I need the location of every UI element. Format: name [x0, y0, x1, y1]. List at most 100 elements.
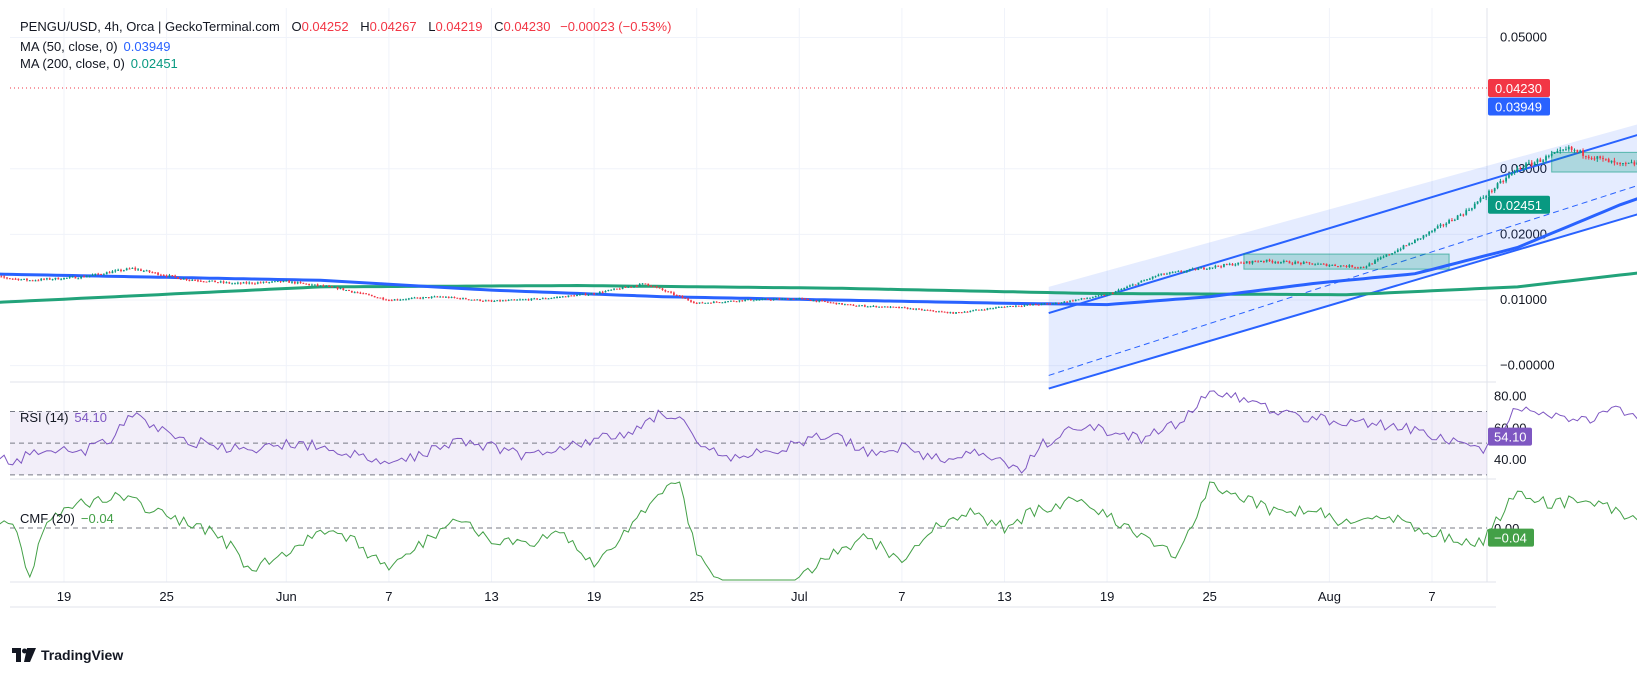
candle-body: [333, 286, 336, 288]
candle-body: [1223, 264, 1225, 267]
candle-body: [388, 300, 390, 302]
candle-body: [60, 279, 63, 281]
candle-body: [296, 282, 299, 284]
candle-body: [695, 302, 698, 304]
ma50-legend[interactable]: MA (50, close, 0) 0.03949: [20, 39, 171, 54]
candle-body: [901, 307, 903, 309]
candle-body: [356, 292, 359, 294]
candle-body: [1288, 261, 1291, 264]
candle-body: [308, 283, 310, 286]
candle-body: [348, 290, 350, 292]
candle-body: [710, 302, 712, 304]
candle-body: [1174, 271, 1177, 273]
candle-body: [1151, 276, 1154, 279]
candle-body: [926, 309, 929, 311]
candle-body: [1262, 261, 1265, 263]
candle-body: [40, 278, 43, 281]
candle-body: [1297, 261, 1299, 263]
close-label: C: [494, 19, 504, 34]
candle-body: [276, 281, 279, 283]
tradingview-text: TradingView: [41, 647, 124, 663]
candle-body: [1023, 305, 1026, 307]
candle-body: [564, 296, 567, 298]
candle-body: [1265, 259, 1268, 262]
channel-lower-line: [1048, 213, 1637, 390]
candle-body: [1550, 153, 1553, 156]
candle-body: [504, 300, 507, 302]
candle-body: [1479, 198, 1482, 202]
candle-body: [0, 276, 3, 278]
candle-body: [980, 309, 983, 311]
candle-body: [1131, 284, 1134, 286]
candle-body: [787, 298, 789, 300]
candle-body: [909, 308, 912, 310]
candle-body: [91, 274, 94, 276]
candle-body: [1331, 264, 1334, 266]
ma50-label: MA (50, close, 0): [20, 39, 118, 54]
candle-body: [544, 298, 547, 300]
candle-body: [1000, 306, 1003, 308]
candle-body: [1251, 260, 1254, 264]
candle-body: [1205, 268, 1208, 270]
candle-body: [596, 293, 598, 295]
candle-body: [1490, 190, 1493, 192]
x-tick-label-3: 7: [385, 589, 392, 604]
candle-body: [898, 307, 900, 309]
tradingview-logo[interactable]: TradingView: [12, 647, 123, 663]
candle-body: [202, 281, 205, 283]
candle-body: [1585, 155, 1587, 157]
candle-body: [524, 299, 527, 301]
price-badge-1: [1488, 97, 1550, 116]
candle-body: [1542, 160, 1545, 162]
candle-body: [701, 302, 704, 304]
candle-body: [493, 301, 496, 303]
candle-body: [313, 284, 316, 286]
candle-body: [621, 286, 624, 290]
candle-body: [128, 268, 131, 270]
candle-body: [769, 299, 772, 301]
candle-body: [1100, 295, 1103, 297]
candle-body: [442, 296, 444, 298]
candle-body: [245, 282, 248, 284]
candle-body: [772, 299, 775, 301]
candle-body: [1473, 203, 1476, 209]
x-tick-label-4: 13: [484, 589, 498, 604]
candle-body: [1143, 280, 1146, 282]
candle-body: [955, 312, 957, 314]
rsi-legend[interactable]: RSI (14) 54.10: [20, 410, 107, 425]
candle-body: [131, 267, 134, 269]
candle-body: [14, 278, 17, 280]
candle-body: [995, 307, 997, 309]
candle-body: [1610, 160, 1613, 163]
candle-body: [935, 311, 937, 313]
candle-body: [251, 282, 253, 284]
candle-body: [177, 277, 179, 279]
candle-body: [185, 278, 188, 281]
candle-body: [661, 288, 664, 291]
ma200-legend[interactable]: MA (200, close, 0) 0.02451: [20, 56, 178, 71]
candle-body: [439, 296, 442, 298]
candle-body: [878, 306, 880, 308]
candle-body: [1134, 284, 1137, 286]
candle-body: [385, 299, 387, 301]
candle-body: [778, 298, 781, 300]
candle-body: [946, 311, 949, 314]
candle-body: [242, 282, 245, 284]
candle-body: [1519, 168, 1522, 170]
candle-body: [1573, 149, 1576, 151]
candle-body: [675, 294, 678, 296]
price-badge-label-0: 0.04230: [1495, 81, 1542, 96]
candle-body: [1565, 149, 1567, 151]
candle-body: [692, 301, 695, 303]
candle-body: [473, 299, 476, 301]
candle-body: [365, 293, 367, 295]
candle-body: [407, 298, 410, 300]
candle-body: [841, 303, 843, 305]
channel-fill: [1048, 124, 1637, 389]
cmf-legend[interactable]: CMF (20) −0.04: [20, 511, 114, 526]
candle-body: [687, 298, 690, 301]
candle-body: [37, 280, 40, 282]
candle-body: [1513, 170, 1516, 173]
candle-body: [1300, 262, 1302, 264]
